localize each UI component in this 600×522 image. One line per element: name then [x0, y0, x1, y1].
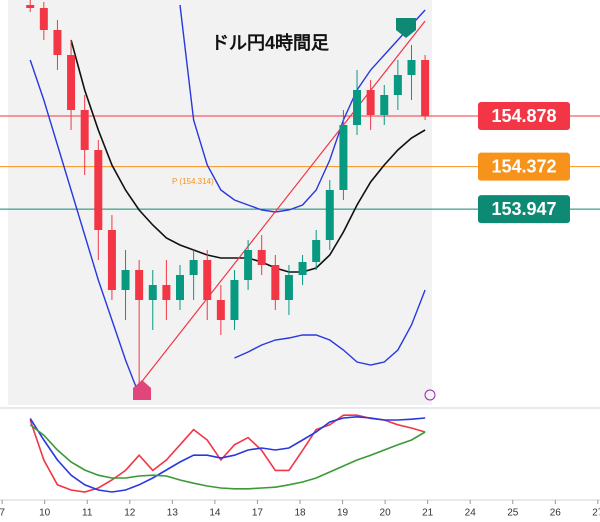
- candle-body: [284, 275, 293, 300]
- x-tick-label: 14: [209, 508, 221, 519]
- x-tick-label: 10: [39, 508, 51, 519]
- price-label-box: [478, 152, 570, 181]
- overlay-line: [29, 59, 426, 396]
- candle-body: [353, 90, 362, 125]
- chart-title: ドル円4時間足: [211, 33, 329, 53]
- flash-icon: [424, 389, 436, 401]
- x-tick-label: 24: [465, 508, 477, 519]
- candle-body: [257, 250, 266, 265]
- indicator-line: [29, 415, 426, 493]
- candle-body: [189, 260, 198, 275]
- candle-body: [325, 190, 334, 240]
- candle-body: [26, 5, 35, 8]
- candle-body: [135, 270, 144, 300]
- candle-body: [162, 285, 171, 300]
- candle-body: [148, 285, 157, 300]
- price-label: 153.947: [491, 199, 556, 219]
- candle-body: [407, 60, 416, 75]
- price-label: 154.372: [491, 156, 556, 176]
- marker-low: [133, 380, 151, 400]
- candle-body: [53, 30, 62, 55]
- candle-body: [312, 240, 321, 262]
- candle-body: [244, 250, 253, 280]
- x-tick-label: 18: [294, 508, 306, 519]
- x-tick-label: 20: [380, 508, 392, 519]
- indicator-line: [29, 424, 426, 490]
- price-label: 154.878: [491, 106, 556, 126]
- x-tick-label: 12: [124, 508, 136, 519]
- candle-body: [216, 300, 225, 320]
- candle-body: [230, 280, 239, 320]
- x-tick-label: 21: [422, 508, 434, 519]
- x-tick-label: 13: [167, 508, 179, 519]
- x-tick-label: 7: [0, 508, 5, 519]
- trendline: [138, 20, 426, 386]
- candle-body: [393, 75, 402, 95]
- x-tick-label: 19: [337, 508, 349, 519]
- x-tick-label: 11: [82, 508, 93, 519]
- candle-body: [298, 262, 307, 275]
- x-tick-label: 26: [550, 508, 562, 519]
- price-label-box: [478, 102, 570, 130]
- price-label-box: [478, 195, 570, 224]
- candle-body: [107, 230, 116, 290]
- candle-body: [80, 110, 89, 150]
- candle-body: [94, 150, 103, 230]
- x-tick-label: 27: [592, 508, 600, 519]
- candle-body: [176, 275, 184, 300]
- candle-body: [339, 125, 348, 190]
- overlay-line: [179, 4, 426, 213]
- candle-body: [271, 265, 280, 300]
- candle-body: [366, 90, 375, 115]
- annotation: P (154.314): [172, 177, 214, 186]
- candle-body: [121, 270, 130, 290]
- candle-body: [421, 60, 430, 116]
- x-tick-label: 25: [507, 508, 519, 519]
- x-tick-label: 17: [252, 508, 264, 519]
- marker-high: [396, 18, 416, 38]
- candle-body: [203, 260, 212, 300]
- candle-body: [67, 55, 76, 110]
- candle-body: [380, 95, 389, 115]
- candle-body: [39, 8, 48, 30]
